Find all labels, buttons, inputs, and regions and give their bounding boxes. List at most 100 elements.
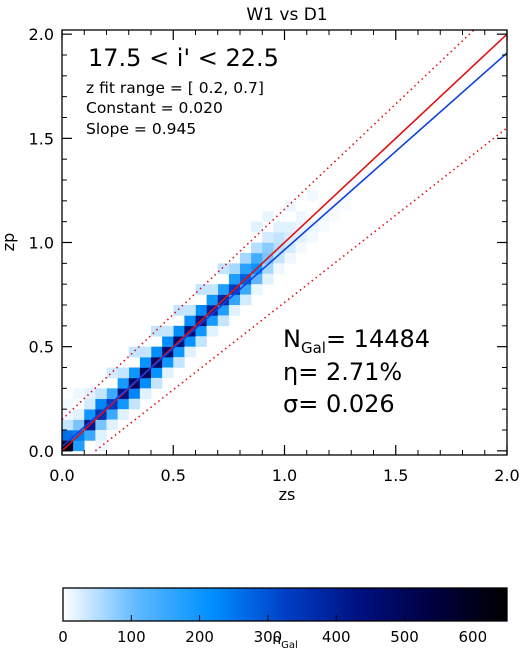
y-tick-label: 0.0 — [29, 442, 54, 461]
x-tick-label: 0.0 — [49, 466, 74, 485]
heatmap-cell — [173, 346, 185, 358]
x-axis-ticks: 0.0 0.5 1.0 1.5 2.0 — [49, 30, 520, 485]
heatmap-cell — [240, 294, 252, 306]
heatmap-cell — [195, 305, 207, 316]
stat-ngal-subscript: Gal — [301, 339, 326, 357]
heatmap-cell — [151, 367, 163, 379]
heatmap-cell — [206, 315, 219, 327]
heatmap-cell — [273, 263, 285, 275]
heatmap-cell — [329, 211, 341, 222]
heatmap-cell — [228, 273, 241, 285]
colorbar-tick-label: 300 — [254, 628, 283, 646]
colorbar-tick-label: 0 — [58, 628, 68, 646]
heatmap-cell — [284, 221, 296, 233]
heatmap-cell — [273, 232, 285, 243]
heatmap-cell — [106, 419, 118, 431]
heatmap-cell — [273, 221, 285, 233]
stat-sigma: σ= 0.026 — [283, 390, 395, 418]
heatmap-cell — [95, 440, 107, 452]
heatmap-cell — [173, 325, 185, 337]
heatmap-cell — [173, 305, 185, 316]
heatmap-cell — [240, 284, 252, 295]
heatmap-cell — [162, 325, 174, 337]
colorbar-ticks: 0 100 200 300 400 500 600 — [58, 615, 487, 646]
heatmap-cell — [62, 398, 74, 410]
x-tick-label: 2.0 — [494, 466, 519, 485]
stat-eta: η= 2.71% — [283, 358, 402, 386]
heatmap-cell — [262, 273, 274, 285]
heatmap-cell — [62, 409, 74, 420]
heatmap-cell — [306, 232, 319, 243]
x-axis-label: zs — [279, 485, 296, 504]
upper-outlier-bound — [62, 30, 476, 421]
heatmap-cell — [206, 284, 219, 295]
heatmap-cell — [62, 430, 74, 441]
heatmap-cell — [62, 419, 74, 431]
y-tick-label: 0.5 — [29, 338, 54, 357]
heatmap-cell — [228, 305, 241, 316]
heatmap-cell — [217, 305, 230, 316]
heatmap-cell — [128, 367, 141, 379]
colorbar-tick-label: 200 — [185, 628, 214, 646]
heatmap-cell — [95, 419, 107, 431]
colorbar-label: nGal — [272, 632, 298, 651]
heatmap-cell — [295, 242, 308, 254]
heatmap-cell — [295, 232, 308, 243]
heatmap-cell — [262, 232, 274, 243]
heatmap-cell — [206, 325, 219, 337]
heatmap-cell — [162, 357, 174, 368]
heatmap-cell — [151, 325, 163, 337]
heatmap-cell — [306, 221, 319, 233]
heatmap-cell — [84, 388, 96, 400]
heatmap-cell — [217, 284, 230, 295]
heatmap-cell — [106, 367, 118, 379]
colorbar-gradient — [62, 587, 508, 622]
heatmap-cell — [128, 346, 141, 358]
heatmap-cell — [95, 398, 107, 410]
heatmap-cell — [117, 367, 130, 379]
chart-title: W1 vs D1 — [246, 5, 327, 25]
heatmap-cell — [284, 242, 296, 254]
heatmap-cell — [184, 346, 196, 358]
y-tick-label: 1.5 — [29, 129, 54, 148]
heatmap-cell — [228, 294, 241, 306]
heatmap-cell — [262, 263, 274, 275]
x-tick-label: 1.5 — [383, 466, 408, 485]
heatmap-cell — [262, 242, 274, 254]
heatmap-cell — [139, 346, 152, 358]
heatmap-cell — [106, 388, 118, 400]
lower-outlier-bound — [94, 127, 507, 452]
y-tick-label: 1.0 — [29, 234, 54, 253]
heatmap-cell — [251, 242, 263, 254]
heatmap-cell — [195, 284, 207, 295]
heatmap-cell — [295, 211, 308, 222]
heatmap-cell — [73, 388, 85, 400]
heatmap-cell — [262, 211, 274, 222]
heatmap-cell — [84, 430, 96, 441]
colorbar-label-symbol: n — [272, 632, 281, 648]
heatmap-cell — [139, 357, 152, 368]
heatmap-cell — [251, 273, 263, 285]
heatmap-cell — [206, 294, 219, 306]
heatmap-cell — [217, 315, 230, 327]
heatmap-cell — [217, 263, 230, 275]
heatmap-cell — [84, 398, 96, 410]
heatmap-cell — [117, 409, 130, 420]
colorbar-tick-label: 600 — [459, 628, 488, 646]
heatmap-cell — [228, 263, 241, 275]
heatmap-cell — [184, 305, 196, 316]
heatmap-cell — [162, 367, 174, 379]
colorbar-tick-label: 100 — [117, 628, 146, 646]
y-axis-label: zp — [0, 233, 18, 252]
heatmap-cell — [240, 263, 252, 275]
heatmap-cell — [306, 190, 319, 202]
colorbar-tick-label: 400 — [322, 628, 351, 646]
heatmap-cell — [117, 398, 130, 410]
heatmap-cell — [151, 377, 163, 389]
heatmap-cell — [240, 252, 252, 264]
heatmap-cell — [162, 336, 174, 347]
heatmap-cell — [284, 200, 296, 212]
heatmap-cell — [139, 377, 152, 389]
stat-ngal-symbol: N — [283, 325, 301, 353]
heatmap-cell — [195, 336, 207, 347]
